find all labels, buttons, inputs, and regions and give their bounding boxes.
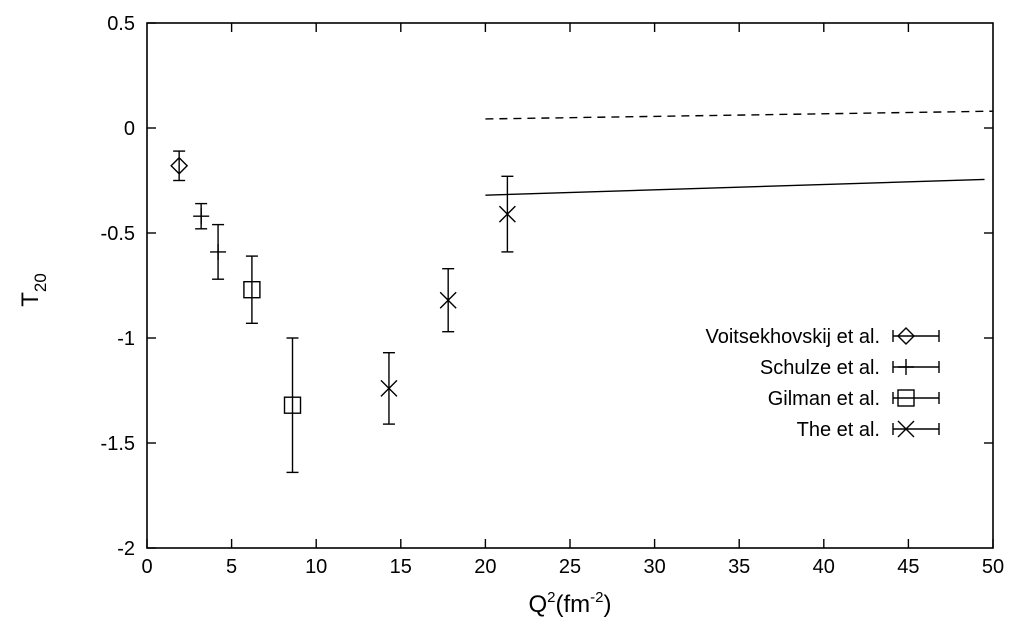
y-tick-label: 0.5 xyxy=(107,13,135,35)
y-tick-label: -0.5 xyxy=(101,223,135,245)
x-tick-label: 50 xyxy=(982,556,1004,578)
plot-frame xyxy=(146,22,994,549)
cross-marker xyxy=(380,379,398,397)
cross-marker xyxy=(439,291,457,309)
cross-marker xyxy=(897,420,915,438)
x-tick-label: 45 xyxy=(897,556,919,578)
x-tick-label: 5 xyxy=(226,556,237,578)
data-point xyxy=(193,202,210,230)
x-tick-label: 40 xyxy=(813,556,835,578)
diamond-marker xyxy=(170,156,189,175)
data-point xyxy=(210,223,227,280)
data-point xyxy=(439,268,457,333)
dashed-curve xyxy=(485,110,994,120)
legend-label: Schulze et al. xyxy=(760,357,880,379)
x-tick-label: 0 xyxy=(141,556,152,578)
x-axis-title: Q2(fm-2) xyxy=(528,589,611,618)
x-axis-ticks: 0 5 10 15 20 25 30 35 40 45 50 xyxy=(141,23,1004,578)
legend-label: Voitsekhovskij et al. xyxy=(705,326,880,348)
y-tick-label: -2 xyxy=(117,538,135,560)
data-points xyxy=(170,150,516,474)
x-axis-title-end: ) xyxy=(604,591,612,618)
legend-entry: Gilman et al. xyxy=(768,388,940,410)
x-axis-title-sup2: -2 xyxy=(590,589,603,606)
data-point xyxy=(283,337,302,474)
y-tick-label: -1 xyxy=(117,328,135,350)
legend-entry: Voitsekhovskij et al. xyxy=(705,326,940,348)
plus-marker xyxy=(210,243,227,260)
x-axis-title-base: Q xyxy=(528,591,547,618)
legend-entry: Schulze et al. xyxy=(760,357,940,379)
plus-marker xyxy=(193,208,210,225)
x-tick-label: 25 xyxy=(559,556,581,578)
theory-curves xyxy=(485,110,994,196)
solid-curve xyxy=(485,178,985,196)
x-tick-label: 20 xyxy=(474,556,496,578)
x-tick-label: 35 xyxy=(728,556,750,578)
x-axis-title-sup1: 2 xyxy=(547,589,555,606)
data-point xyxy=(380,352,398,425)
legend-label: The et al. xyxy=(797,419,880,441)
x-axis-title-mid: (fm xyxy=(556,591,591,618)
data-point xyxy=(498,175,516,253)
square-marker xyxy=(243,281,261,299)
y-axis-ticks: -2 -1.5 -1 -0.5 0 0.5 xyxy=(101,13,993,560)
y-tick-label: -1.5 xyxy=(101,433,135,455)
plus-marker xyxy=(898,359,914,375)
diamond-marker xyxy=(897,327,915,345)
y-axis-title-sub: 20 xyxy=(31,273,50,292)
data-point xyxy=(170,150,189,182)
y-axis-title-base: T xyxy=(17,292,44,307)
square-marker xyxy=(897,389,915,407)
y-axis-title: T20 xyxy=(17,273,50,307)
square-marker xyxy=(283,396,302,414)
x-tick-label: 15 xyxy=(390,556,412,578)
x-tick-label: 10 xyxy=(305,556,327,578)
x-tick-label: 30 xyxy=(643,556,665,578)
legend-entry: The et al. xyxy=(797,419,940,441)
legend-label: Gilman et al. xyxy=(768,388,880,410)
y-tick-label: 0 xyxy=(124,118,135,140)
cross-marker xyxy=(498,205,516,223)
data-point xyxy=(243,255,261,324)
legend: Voitsekhovskij et al. Schulze et al. Gilma… xyxy=(705,326,940,441)
